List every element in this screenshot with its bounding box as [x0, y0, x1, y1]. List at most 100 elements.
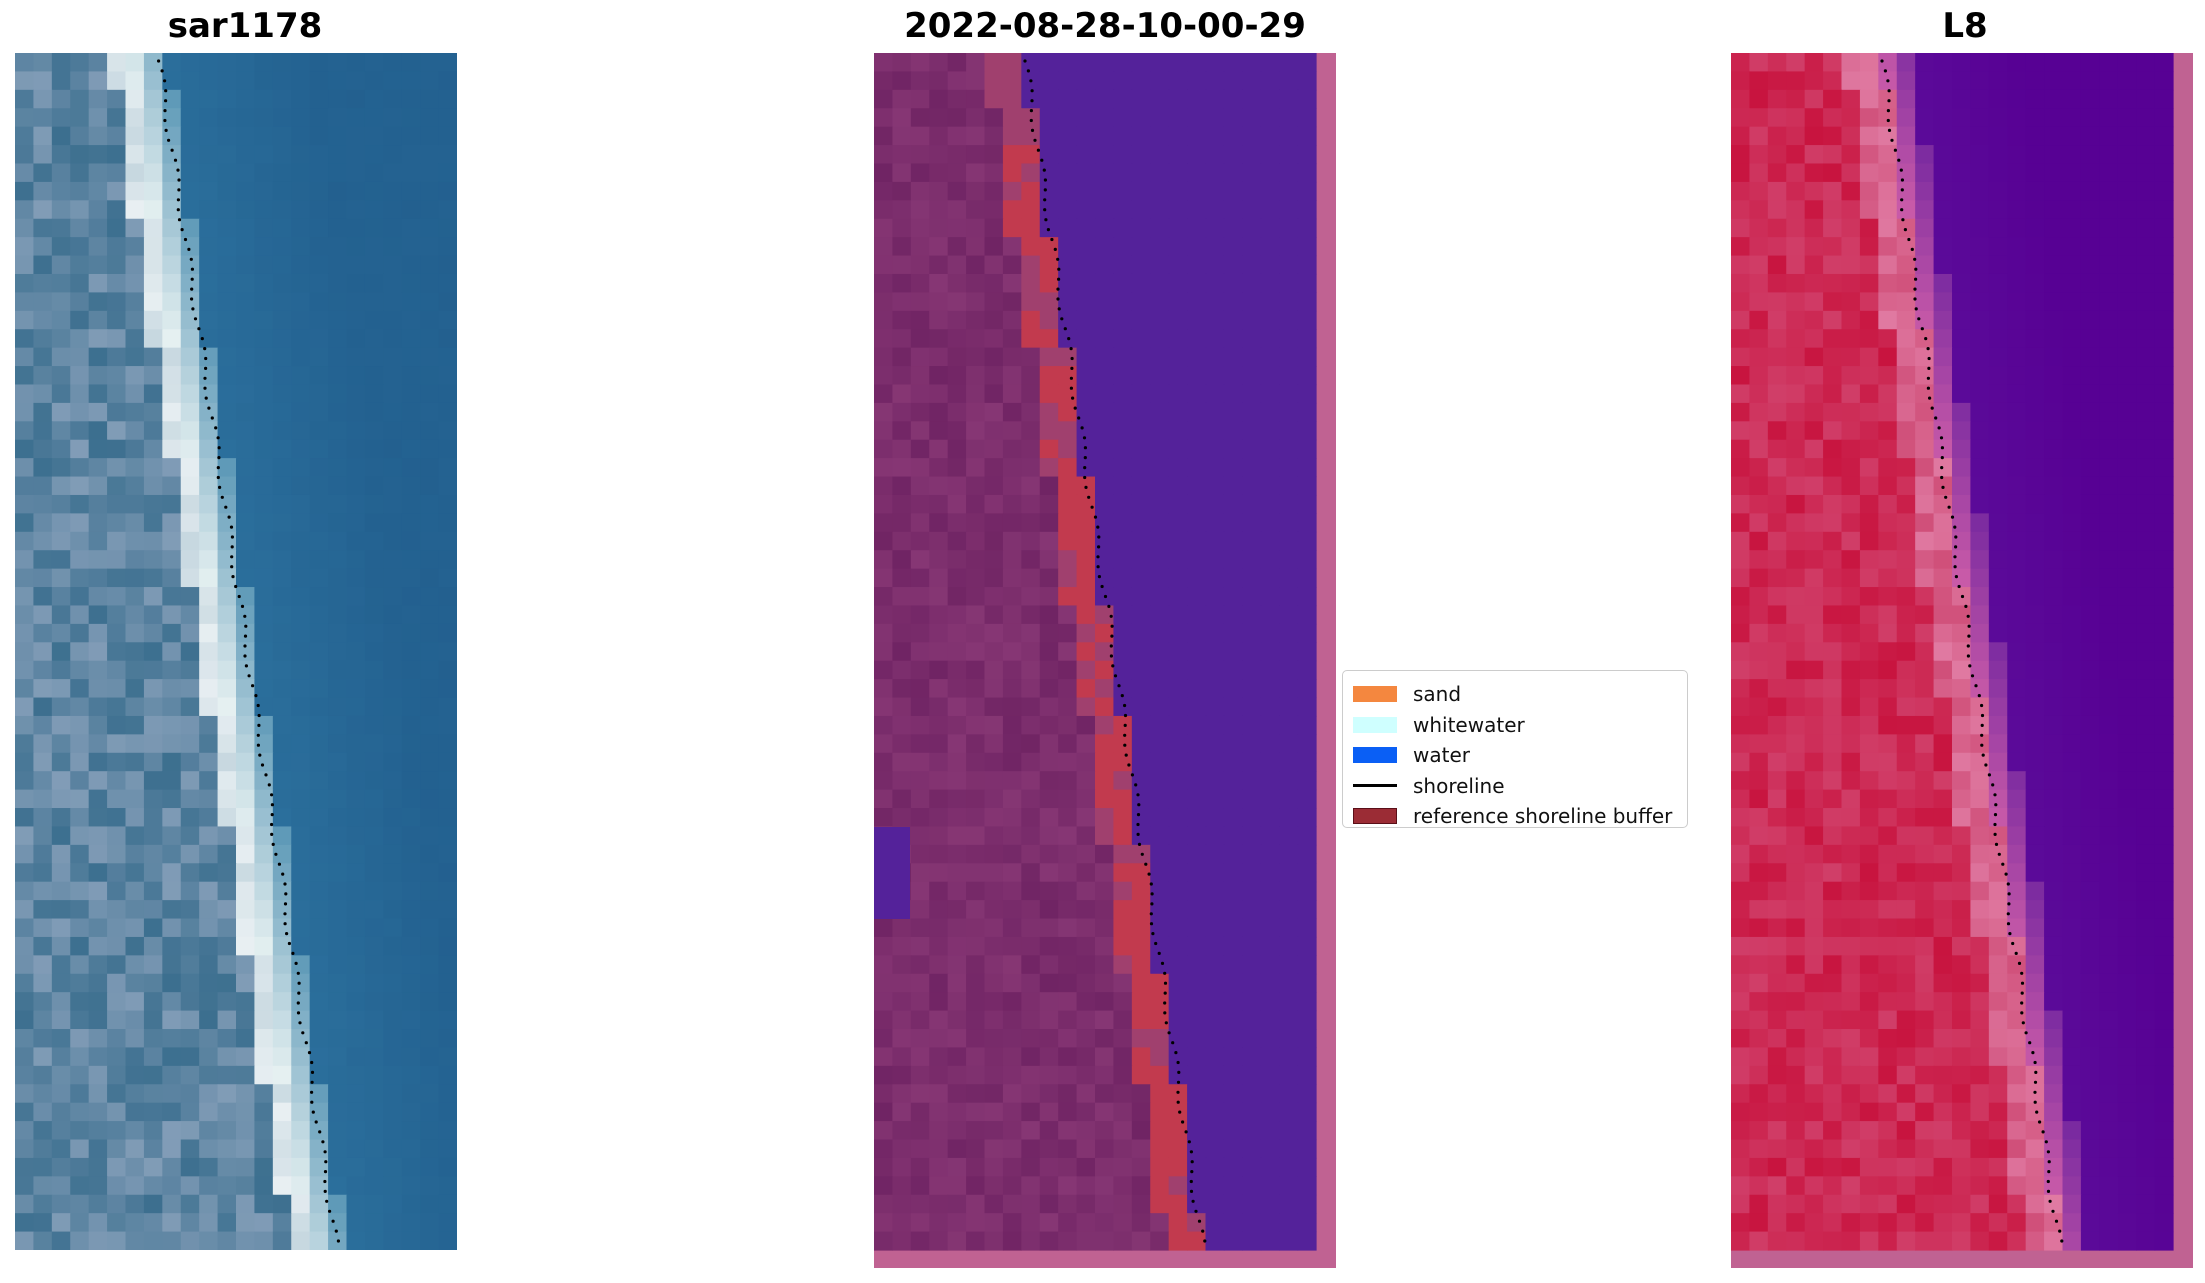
l8-pixel	[2136, 734, 2156, 754]
class-pixel	[1297, 71, 1317, 91]
l8-pixel	[1767, 973, 1787, 993]
rgb-pixel	[291, 752, 311, 772]
rgb-pixel	[107, 789, 127, 809]
rgb-pixel	[180, 844, 200, 864]
l8-pixel	[1933, 421, 1953, 441]
shoreline-point	[297, 981, 301, 985]
l8-pixel	[2080, 1065, 2100, 1085]
rgb-pixel	[383, 900, 403, 920]
class-pixel	[947, 587, 967, 607]
class-pixel	[1039, 108, 1059, 128]
class-pixel	[1205, 329, 1225, 349]
shoreline-point	[227, 515, 231, 519]
class-pixel	[1223, 1047, 1243, 1067]
class-pixel	[874, 366, 894, 386]
class-pixel	[1021, 292, 1041, 312]
l8-pixel	[2154, 218, 2174, 238]
l8-pixel	[2062, 255, 2082, 275]
class-pixel	[947, 955, 967, 975]
l8-pixel	[2080, 1010, 2100, 1030]
l8-pixel	[1767, 715, 1787, 735]
rgb-pixel	[33, 108, 53, 128]
shoreline-point	[1181, 1120, 1185, 1124]
rgb-pixel	[364, 1176, 384, 1196]
class-pixel	[984, 918, 1004, 938]
rgb-pixel	[236, 1102, 256, 1122]
class-pixel	[1205, 642, 1225, 662]
class-pixel	[947, 844, 967, 864]
rgb-pixel	[346, 550, 366, 570]
rgb-pixel	[383, 273, 403, 293]
l8-pixel	[1841, 145, 1861, 165]
class-pixel	[1223, 1010, 1243, 1030]
rgb-pixel	[346, 1213, 366, 1233]
class-pixel	[929, 366, 949, 386]
l8-pixel	[1988, 1139, 2008, 1159]
rgb-pixel	[438, 1029, 457, 1049]
rgb-pixel	[383, 679, 403, 699]
rgb-pixel	[383, 863, 403, 883]
class-pixel	[874, 310, 894, 330]
l8-pixel	[1859, 1213, 1879, 1233]
class-pixel	[1242, 1139, 1262, 1159]
l8-pixel	[2136, 1065, 2156, 1085]
rgb-pixel	[438, 771, 457, 791]
class-pixel	[1113, 273, 1133, 293]
rgb-pixel	[15, 808, 35, 828]
class-pixel	[1205, 992, 1225, 1012]
class-pixel	[1168, 844, 1188, 864]
class-pixel	[1168, 402, 1188, 422]
rgb-pixel	[364, 513, 384, 533]
class-pixel	[910, 660, 930, 680]
class-pixel	[1131, 1102, 1151, 1122]
class-pixel	[874, 587, 894, 607]
class-pixel	[910, 1231, 930, 1251]
class-pixel	[1021, 458, 1041, 478]
l8-pixel	[1933, 89, 1953, 109]
l8-pixel	[1952, 697, 1972, 717]
l8-pixel	[2080, 513, 2100, 533]
l8-pixel	[1952, 771, 1972, 791]
rgb-pixel	[125, 439, 145, 459]
l8-pixel	[2080, 660, 2100, 680]
rgb-pixel	[51, 863, 71, 883]
rgb-pixel	[309, 421, 329, 441]
l8-pixel	[1823, 697, 1843, 717]
class-pixel	[1002, 918, 1022, 938]
class-pixel	[1131, 550, 1151, 570]
l8-pixel	[2025, 89, 2045, 109]
l8-pixel	[2154, 513, 2174, 533]
l8-pixel	[1988, 955, 2008, 975]
class-pixel	[1095, 568, 1115, 588]
class-pixel	[947, 181, 967, 201]
l8-pixel	[1823, 218, 1843, 238]
l8-pixel	[1896, 1231, 1916, 1251]
rgb-pixel	[236, 587, 256, 607]
rgb-pixel	[309, 458, 329, 478]
l8-pixel	[1988, 1157, 2008, 1177]
l8-pixel	[1767, 587, 1787, 607]
rgb-pixel	[15, 458, 35, 478]
l8-pixel	[1767, 71, 1787, 91]
rgb-pixel	[33, 458, 53, 478]
shoreline-point	[1900, 188, 1904, 192]
rgb-pixel	[143, 660, 163, 680]
class-pixel	[1150, 273, 1170, 293]
class-pixel	[1279, 126, 1299, 146]
l8-pixel	[1933, 936, 1953, 956]
class-pixel	[1076, 292, 1096, 312]
l8-pixel	[1878, 789, 1898, 809]
class-pixel	[1242, 181, 1262, 201]
class-pixel	[1058, 273, 1078, 293]
rgb-pixel	[420, 329, 440, 349]
rgb-pixel	[33, 992, 53, 1012]
shoreline-point	[336, 1239, 340, 1243]
class-pixel	[1058, 292, 1078, 312]
rgb-pixel	[88, 900, 108, 920]
l8-pixel	[2154, 697, 2174, 717]
rgb-pixel	[33, 900, 53, 920]
class-pixel	[947, 550, 967, 570]
l8-pixel	[1970, 660, 1990, 680]
class-pixel	[1131, 181, 1151, 201]
rgb-pixel	[33, 237, 53, 257]
